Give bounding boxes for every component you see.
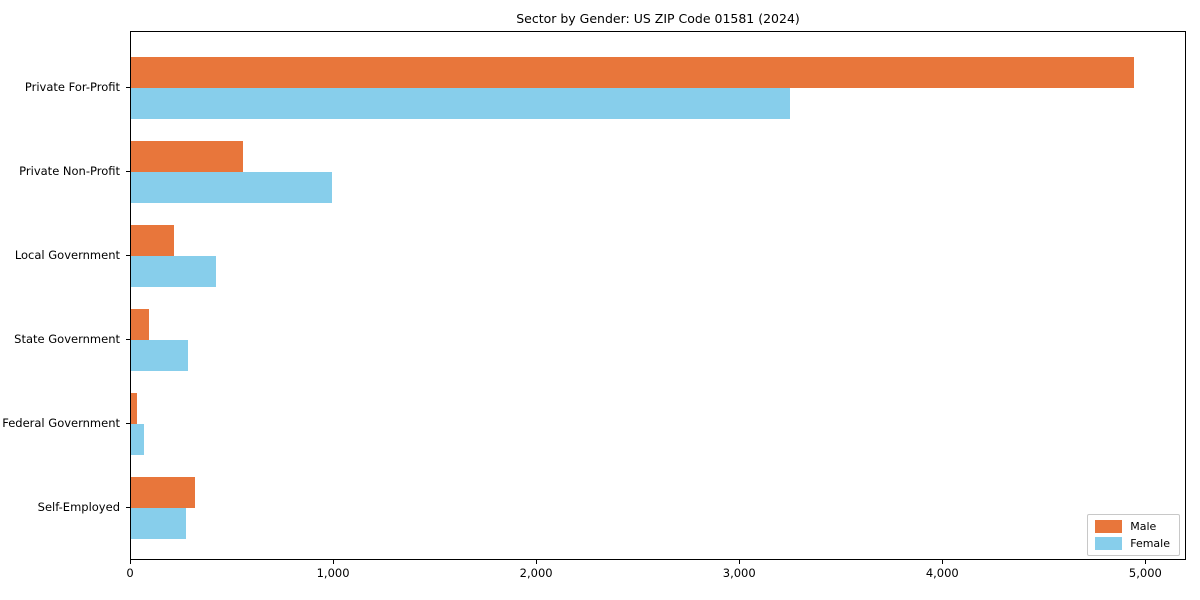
legend-swatch-female	[1095, 537, 1123, 550]
bar-male-1	[131, 141, 244, 172]
x-tick-mark-5	[1144, 560, 1146, 564]
x-axis-label-1: 1,000	[316, 566, 350, 580]
bar-female-1	[131, 172, 332, 203]
y-tick-mark-0	[126, 87, 130, 88]
x-tick-mark-1	[332, 560, 334, 564]
bar-female-0	[131, 88, 790, 119]
x-axis-label-5: 5,000	[1128, 566, 1162, 580]
y-axis-label-0: Private For-Profit	[24, 80, 120, 94]
x-axis-label-0: 0	[126, 566, 134, 580]
x-axis-label-4: 4,000	[925, 566, 959, 580]
bar-male-3	[131, 309, 150, 340]
y-tick-mark-3	[126, 339, 130, 340]
legend-item-female: Female	[1095, 537, 1170, 550]
y-axis-label-1: Private Non-Profit	[19, 164, 120, 178]
bar-female-4	[131, 424, 145, 455]
bar-female-2	[131, 256, 217, 287]
bar-female-5	[131, 508, 186, 539]
y-axis-label-3: State Government	[14, 332, 120, 346]
y-tick-mark-4	[126, 423, 130, 424]
bar-male-2	[131, 225, 174, 256]
chart-title: Sector by Gender: US ZIP Code 01581 (202…	[516, 11, 800, 26]
x-tick-mark-3	[738, 560, 740, 564]
y-axis-label-4: Federal Government	[2, 416, 120, 430]
y-tick-mark-5	[126, 507, 130, 508]
x-tick-mark-0	[129, 560, 131, 564]
y-tick-mark-2	[126, 255, 130, 256]
legend: Male Female	[1087, 514, 1180, 556]
bar-male-0	[131, 57, 1135, 88]
bar-female-3	[131, 340, 188, 371]
plot-area: Male Female	[130, 31, 1186, 560]
bar-male-4	[131, 393, 138, 424]
bar-male-5	[131, 477, 195, 508]
legend-item-male: Male	[1095, 520, 1170, 533]
x-axis-label-2: 2,000	[519, 566, 553, 580]
x-tick-mark-4	[941, 560, 943, 564]
y-axis-label-2: Local Government	[14, 248, 120, 262]
x-axis-label-3: 3,000	[722, 566, 756, 580]
legend-swatch-male	[1095, 520, 1123, 533]
legend-label-female: Female	[1130, 537, 1170, 550]
y-tick-mark-1	[126, 171, 130, 172]
legend-label-male: Male	[1130, 520, 1157, 533]
y-axis-label-5: Self-Employed	[37, 500, 120, 514]
x-tick-mark-2	[535, 560, 537, 564]
